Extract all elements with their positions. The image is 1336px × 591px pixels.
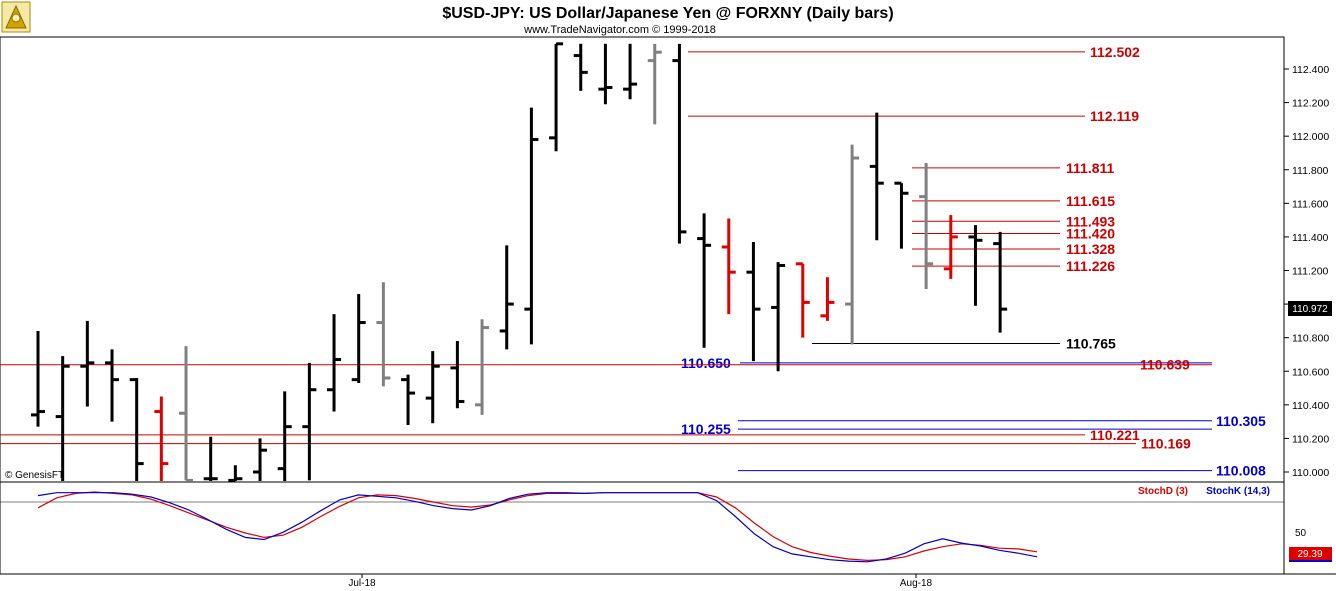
ohlc-bar bbox=[993, 231, 1008, 333]
ohlc-bar bbox=[795, 262, 810, 338]
level-label: 110.639 bbox=[1140, 357, 1190, 373]
y-tick-label: 111.800 bbox=[1292, 165, 1329, 177]
x-tick-aug: Aug-18 bbox=[900, 578, 933, 589]
ohlc-bar bbox=[919, 163, 934, 289]
ohlc-bar bbox=[105, 349, 120, 422]
ohlc-bar bbox=[771, 262, 786, 372]
level-label: 112.502 bbox=[1090, 44, 1140, 60]
ohlc-bar bbox=[203, 436, 218, 481]
stoch-tick-50: 50 bbox=[1295, 528, 1307, 539]
stoch-last-badge: 29.39 bbox=[1289, 547, 1332, 562]
ohlc-bar bbox=[549, 42, 564, 152]
level-label: 110.221 bbox=[1090, 427, 1140, 443]
level-label: 110.305 bbox=[1216, 413, 1266, 429]
last-price-value: 110.972 bbox=[1292, 304, 1328, 315]
price-levels: 112.502 112.119 111.811 111.615 111.493111.4… bbox=[0, 44, 1266, 479]
ohlc-bar bbox=[351, 294, 366, 384]
credit-text: © GenesisFT bbox=[5, 470, 64, 481]
ohlc-bar bbox=[672, 43, 687, 244]
chart-title: $USD-JPY: US Dollar/Japanese Yen @ FORXN… bbox=[442, 5, 893, 22]
stoch-d-line bbox=[37, 491, 1038, 562]
ohlc-bar bbox=[869, 112, 884, 241]
ohlc-bar bbox=[499, 245, 514, 350]
level-label: 111.420 bbox=[1066, 226, 1115, 242]
ohlc-bar bbox=[647, 43, 662, 125]
ohlc-bar bbox=[943, 215, 958, 279]
level-label: 110.169 bbox=[1141, 436, 1191, 452]
x-tick-jul: Jul-18 bbox=[348, 578, 376, 589]
ohlc-bar bbox=[327, 314, 342, 412]
level-label: 110.008 bbox=[1216, 463, 1266, 479]
y-tick-label: 112.400 bbox=[1292, 64, 1329, 76]
ohlc-bar bbox=[894, 181, 909, 249]
level-label: 111.328 bbox=[1066, 241, 1115, 257]
y-tick-label: 111.600 bbox=[1292, 198, 1329, 210]
stoch-k-legend: StochK (14,3) bbox=[1206, 486, 1270, 497]
level-label: 112.119 bbox=[1090, 108, 1139, 124]
y-tick-label: 112.000 bbox=[1292, 131, 1329, 143]
y-axis: 110.000110.200110.400110.600110.800111.0… bbox=[1284, 64, 1329, 479]
ohlc-bar bbox=[820, 277, 835, 321]
stoch-panel-frame bbox=[0, 481, 1285, 575]
level-label: 111.493 bbox=[1066, 213, 1115, 229]
ohlc-bar bbox=[968, 225, 983, 306]
y-tick-label: 110.800 bbox=[1292, 333, 1329, 345]
ohlc-bar bbox=[55, 356, 70, 481]
ohlc-bar bbox=[31, 330, 45, 427]
ohlc-bar bbox=[179, 346, 194, 482]
stoch-k-line bbox=[37, 492, 1038, 563]
ohlc-bar bbox=[450, 341, 465, 409]
ohlc-bars bbox=[31, 42, 1008, 482]
ohlc-bar bbox=[697, 213, 712, 348]
y-tick-label: 111.400 bbox=[1292, 232, 1329, 244]
last-price-badge: 110.972 bbox=[1288, 301, 1332, 316]
logo-icon bbox=[1, 1, 31, 33]
ohlc-bar bbox=[475, 319, 490, 415]
level-label: 111.226 bbox=[1066, 258, 1115, 274]
y-tick-label: 110.600 bbox=[1292, 366, 1329, 378]
ohlc-bar bbox=[277, 391, 292, 481]
chart-subtitle: www.TradeNavigator.com © 1999-2018 bbox=[523, 24, 716, 36]
ohlc-bar bbox=[845, 144, 860, 345]
y-tick-label: 110.000 bbox=[1292, 467, 1329, 479]
ohlc-bar bbox=[623, 43, 638, 100]
level-label: 110.650 bbox=[681, 355, 731, 371]
stoch-last-value: 29.39 bbox=[1297, 549, 1322, 560]
ohlc-bar bbox=[376, 282, 391, 387]
ohlc-bar bbox=[228, 465, 243, 482]
level-label: 110.765 bbox=[1066, 336, 1116, 352]
x-axis: Jul-18 Aug-18 bbox=[348, 574, 933, 589]
stoch-d-legend: StochD (3) bbox=[1138, 486, 1188, 497]
ohlc-bar bbox=[746, 241, 761, 362]
level-label: 111.811 bbox=[1066, 160, 1115, 176]
ohlc-bar bbox=[253, 438, 268, 481]
level-label: 111.615 bbox=[1066, 193, 1115, 209]
ohlc-bar bbox=[721, 218, 736, 315]
ohlc-bar bbox=[573, 43, 588, 91]
ohlc-bar bbox=[129, 377, 144, 481]
y-tick-label: 112.200 bbox=[1292, 98, 1329, 110]
ohlc-bar bbox=[154, 396, 169, 481]
ohlc-bar bbox=[302, 362, 317, 481]
level-label: 110.255 bbox=[681, 421, 731, 437]
y-tick-label: 110.200 bbox=[1292, 433, 1329, 445]
ohlc-bar bbox=[524, 107, 539, 345]
ohlc-bar bbox=[401, 374, 416, 425]
ohlc-bar bbox=[80, 320, 95, 407]
ohlc-bar bbox=[425, 351, 440, 424]
ohlc-bar bbox=[598, 43, 613, 105]
y-tick-label: 110.400 bbox=[1292, 400, 1329, 412]
y-tick-label: 111.200 bbox=[1292, 266, 1329, 278]
